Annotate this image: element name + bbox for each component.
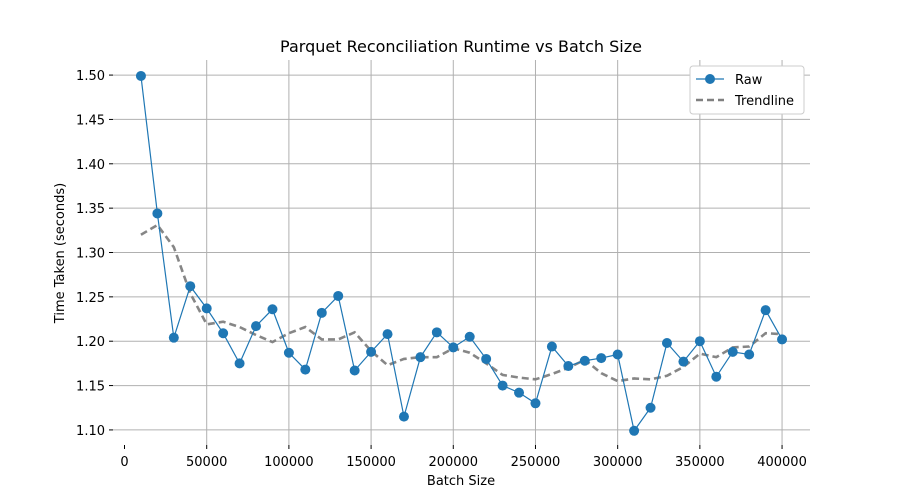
raw-data-point — [760, 305, 771, 316]
raw-data-point — [366, 346, 377, 357]
raw-data-point — [530, 398, 541, 409]
raw-data-point — [201, 303, 212, 314]
y-tick-label: 1.40 — [76, 158, 105, 173]
x-tick-label: 250000 — [511, 455, 561, 470]
legend-label-raw: Raw — [735, 73, 763, 88]
legend: Raw Trendline — [689, 65, 805, 115]
raw-data-point — [448, 342, 459, 353]
legend-raw-marker — [705, 74, 715, 84]
y-tick-label: 1.20 — [76, 335, 105, 350]
x-tick-label: 400000 — [757, 455, 807, 470]
grid — [113, 60, 810, 445]
legend-frame — [689, 65, 805, 115]
raw-data-point — [645, 402, 656, 413]
raw-data-point — [629, 425, 640, 436]
x-tick-label: 150000 — [346, 455, 396, 470]
x-axis-label: Batch Size — [427, 474, 495, 489]
raw-data-point — [727, 346, 738, 357]
raw-data-point — [267, 304, 278, 315]
y-tick-label: 1.35 — [76, 202, 105, 217]
raw-data-point — [152, 208, 163, 219]
raw-data-point — [251, 321, 262, 332]
y-tick-label: 1.25 — [76, 291, 105, 306]
raw-data-point — [514, 387, 525, 398]
raw-data-point — [415, 352, 426, 363]
raw-data-point — [711, 371, 722, 382]
legend-label-trendline: Trendline — [734, 94, 794, 109]
raw-data-point — [349, 365, 360, 376]
y-tick-label: 1.15 — [76, 380, 105, 395]
x-tick-label: 300000 — [593, 455, 643, 470]
raw-data-point — [744, 349, 755, 360]
x-tick-label: 50000 — [186, 455, 227, 470]
raw-data-point — [661, 337, 672, 348]
raw-data-point — [234, 358, 245, 369]
raw-data-point — [135, 70, 146, 81]
raw-data-point — [694, 336, 705, 347]
series-trendline-line — [140, 223, 783, 383]
raw-data-point — [464, 331, 475, 342]
raw-data-point — [283, 347, 294, 358]
raw-data-point — [579, 355, 590, 366]
raw-data-point — [546, 341, 557, 352]
raw-data-point — [481, 353, 492, 364]
raw-data-point — [168, 332, 179, 343]
raw-data-point — [218, 328, 229, 339]
raw-data-point — [398, 411, 409, 422]
x-tick-label: 0 — [120, 455, 128, 470]
plot-area — [135, 70, 788, 436]
raw-data-point — [563, 361, 574, 372]
raw-data-point — [316, 307, 327, 318]
raw-data-point — [300, 364, 311, 375]
raw-data-point — [333, 290, 344, 301]
y-tick-label: 1.10 — [76, 424, 105, 439]
raw-data-point — [382, 329, 393, 340]
y-tick-label: 1.50 — [76, 69, 105, 84]
chart-title: Parquet Reconciliation Runtime vs Batch … — [280, 37, 642, 56]
y-tick-label: 1.30 — [76, 247, 105, 262]
raw-data-point — [185, 281, 196, 292]
raw-data-point — [777, 334, 788, 345]
x-axis-ticks: 0 50000 100000 150000 200000 250000 300000 3500… — [120, 445, 807, 470]
raw-data-point — [678, 356, 689, 367]
y-axis-label: Time Taken (seconds) — [53, 183, 68, 324]
raw-data-point — [596, 353, 607, 364]
series-raw-line — [140, 75, 783, 433]
x-tick-label: 100000 — [264, 455, 314, 470]
y-tick-label: 1.45 — [76, 113, 105, 128]
raw-data-point — [612, 349, 623, 360]
y-axis-ticks: 1.10 1.15 1.20 1.25 1.30 1.35 1.40 1.45 1.50 — [76, 69, 113, 439]
x-tick-label: 350000 — [675, 455, 725, 470]
x-tick-label: 200000 — [428, 455, 478, 470]
raw-data-point — [497, 380, 508, 391]
raw-data-point — [431, 327, 442, 338]
